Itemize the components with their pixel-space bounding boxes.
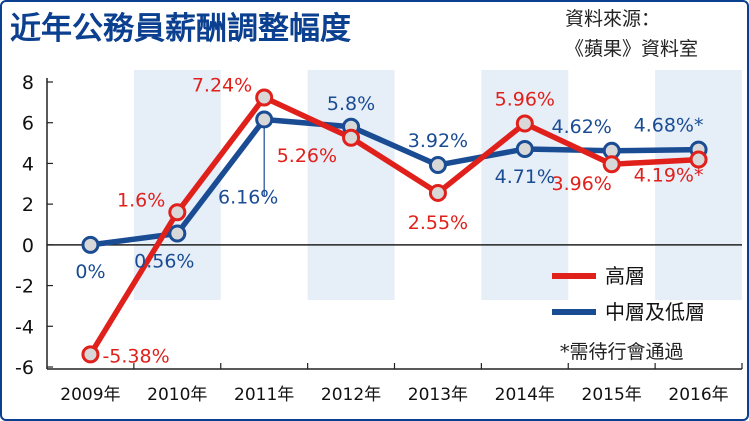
chart-title: 近年公務員薪酬調整幅度 — [10, 11, 351, 47]
data-point — [81, 345, 100, 364]
data-label: 7.24% — [192, 74, 252, 96]
data-label: 0.56% — [134, 250, 194, 272]
footnote: *需待行會通過 — [560, 341, 684, 363]
column-band — [481, 70, 569, 300]
data-label: 4.19%* — [634, 165, 704, 187]
data-point — [602, 155, 621, 174]
axes: 8 6 4 2 0 -2 -4 -6 2009年 2010年 2011年 2012年 2013年 2014… — [15, 72, 743, 405]
data-point — [81, 235, 100, 254]
source-note: 資料來源： 《蘋果》資料室 — [565, 4, 735, 64]
series-line — [90, 116, 699, 248]
data-label: 2.55% — [408, 212, 468, 234]
data-point — [428, 156, 447, 175]
data-label: 3.92% — [408, 130, 468, 152]
data-point — [515, 114, 534, 133]
column-band — [655, 70, 742, 300]
data-label: 5.96% — [495, 89, 555, 111]
y-tick-label: -6 — [15, 357, 34, 379]
data-label: 4.68%* — [634, 115, 704, 137]
x-tick-label: 2016年 — [668, 385, 728, 405]
data-label: 1.6% — [117, 189, 165, 211]
data-label: -5.38% — [102, 345, 169, 367]
data-point — [515, 139, 534, 158]
data-labels: -5.38% 1.6% 7.24% 5.26% 2.55% 5.96% 3.96% 4.19%… — [75, 74, 703, 367]
data-label: 4.71% — [495, 166, 555, 188]
y-tick-label: -4 — [15, 316, 34, 338]
source-line-2: 《蘋果》資料室 — [565, 38, 699, 60]
x-tick-label: 2012年 — [321, 385, 381, 405]
series-line — [88, 94, 699, 356]
legend-label: 中層及低層 — [605, 300, 705, 324]
data-label: 6.16% — [218, 186, 278, 208]
y-tick-label: 4 — [22, 153, 34, 175]
data-label: 5.26% — [277, 145, 337, 167]
data-label: 3.96% — [552, 173, 612, 195]
data-point — [689, 150, 708, 169]
legend-label: 高層 — [605, 264, 645, 288]
y-tick-label: 2 — [22, 194, 34, 216]
y-tick-label: 8 — [22, 72, 34, 94]
series-lines — [81, 88, 708, 364]
data-point — [168, 224, 187, 243]
x-tick-label: 2013年 — [408, 385, 468, 405]
x-tick-label: 2015年 — [582, 385, 642, 405]
data-point — [168, 203, 187, 222]
column-band — [307, 70, 395, 300]
data-point — [255, 88, 274, 107]
x-tick-label: 2010年 — [147, 385, 207, 405]
x-tick-label: 2009年 — [60, 385, 120, 405]
data-point — [342, 128, 361, 147]
data-label: 0% — [75, 261, 105, 283]
x-tick-label: 2014年 — [495, 385, 555, 405]
data-label: 4.62% — [552, 116, 612, 138]
y-tick-label: -2 — [15, 276, 34, 298]
data-label: 5.8% — [327, 93, 375, 115]
y-tick-label: 0 — [22, 235, 34, 257]
data-point — [428, 183, 447, 202]
y-tick-label: 6 — [22, 113, 34, 135]
x-tick-label: 2011年 — [234, 385, 294, 405]
source-line-1: 資料來源： — [565, 8, 661, 30]
column-bands — [133, 70, 742, 300]
data-point — [255, 110, 274, 129]
